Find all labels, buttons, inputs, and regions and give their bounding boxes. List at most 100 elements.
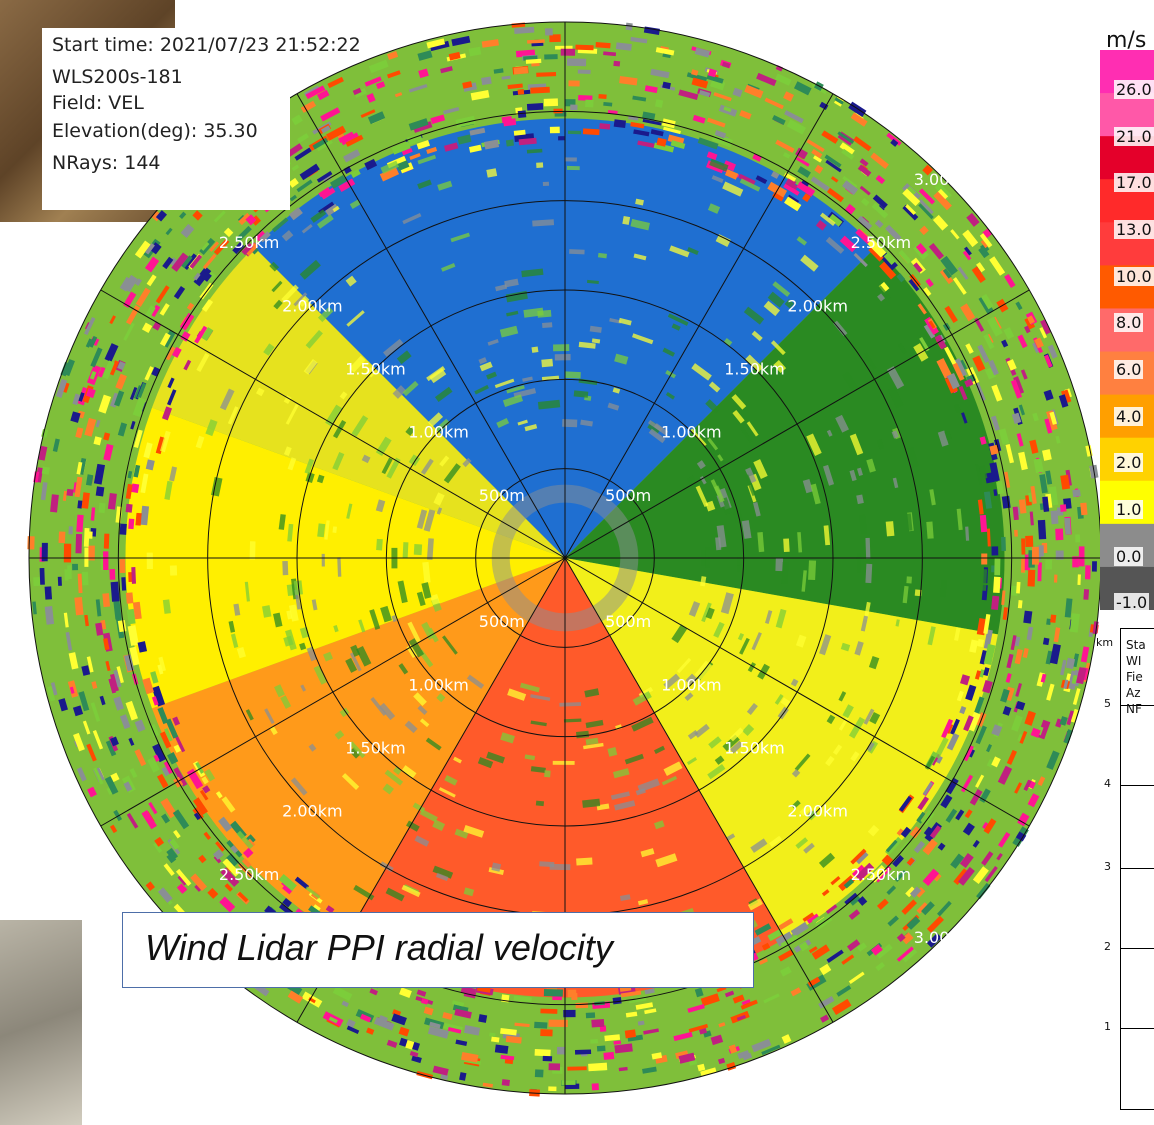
ppi-noise-cell — [133, 464, 141, 478]
ppi-mid-cell — [361, 454, 371, 464]
ppi-noise-cell — [967, 711, 981, 732]
ppi-noise-cell — [241, 858, 252, 868]
ppi-mid-cell — [566, 165, 580, 171]
ppi-mid-cell — [349, 355, 366, 373]
side-panel-gridline — [1120, 948, 1154, 949]
ppi-noise-cell — [826, 949, 844, 964]
ppi-mid-cell — [413, 543, 423, 556]
ppi-noise-cell — [699, 89, 711, 98]
ppi-noise-cell — [123, 322, 135, 341]
ppi-mid-cell — [857, 467, 863, 476]
ppi-noise-cell — [163, 761, 174, 774]
ppi-noise-cell — [723, 106, 732, 113]
ppi-noise-cell — [104, 776, 119, 795]
ppi-mid-cell — [162, 599, 171, 614]
ppi-mid-cell — [597, 252, 607, 259]
ppi-mid-cell — [763, 300, 781, 317]
ppi-noise-cell — [599, 1025, 607, 1032]
ppi-mid-cell — [507, 688, 527, 701]
ppi-noise-cell — [398, 1026, 410, 1037]
ppi-noise-cell — [225, 853, 240, 868]
ppi-noise-cell — [875, 962, 886, 971]
ppi-mid-cell — [204, 768, 216, 782]
ppi-noise-cell — [700, 1067, 717, 1077]
ppi-mid-cell — [573, 390, 589, 398]
ppi-noise-cell — [386, 1039, 398, 1049]
ppi-mid-cell — [325, 404, 343, 427]
ppi-noise-cell — [85, 338, 93, 348]
ppi-noise-cell — [294, 147, 312, 161]
ppi-mid-cell — [701, 602, 712, 623]
ppi-noise-cell — [325, 203, 339, 216]
ppi-noise-cell — [189, 254, 203, 269]
ppi-mid-cell — [496, 417, 510, 428]
ppi-noise-cell — [153, 754, 160, 762]
ppi-noise-cell — [991, 756, 1001, 768]
ppi-noise-cell — [491, 1036, 500, 1043]
ppi-mid-cell — [228, 620, 236, 633]
ppi-noise-cell — [140, 473, 149, 494]
ppi-noise-cell — [979, 514, 988, 533]
ppi-noise-cell — [981, 851, 994, 866]
ppi-mid-cell — [745, 467, 757, 484]
ppi-noise-cell — [923, 287, 932, 297]
ppi-mid-cell — [517, 419, 528, 426]
ppi-noise-cell — [1070, 708, 1079, 723]
ppi-noise-cell — [202, 785, 211, 794]
ppi-noise-cell — [591, 1018, 605, 1028]
ppi-mid-cell — [313, 665, 327, 685]
ppi-mid-cell — [691, 363, 712, 381]
ppi-mid-cell — [576, 857, 593, 866]
ppi-noise-cell — [971, 266, 986, 283]
ppi-noise-cell — [870, 944, 883, 956]
ppi-noise-cell — [977, 638, 985, 648]
ppi-mid-cell — [376, 538, 383, 551]
ppi-mid-cell — [427, 412, 444, 428]
ppi-mid-cell — [506, 385, 525, 394]
ppi-noise-cell — [1043, 389, 1054, 401]
ppi-noise-cell — [171, 252, 189, 272]
ppi-noise-cell — [52, 438, 60, 453]
ppi-noise-cell — [144, 256, 160, 273]
ppi-noise-cell — [145, 459, 155, 471]
ppi-mid-cell — [494, 378, 515, 389]
ppi-noise-cell — [316, 89, 330, 101]
ppi-noise-cell — [540, 1029, 553, 1037]
ppi-noise-cell — [962, 229, 979, 248]
ppi-noise-cell — [896, 828, 904, 836]
ppi-noise-cell — [87, 786, 97, 798]
ppi-noise-cell — [198, 854, 207, 864]
ring-label: 1.50km — [724, 739, 784, 758]
ppi-noise-cell — [72, 393, 81, 406]
ppi-noise-cell — [289, 194, 298, 202]
ppi-noise-cell — [387, 51, 399, 60]
ppi-noise-cell — [237, 891, 249, 903]
ppi-noise-cell — [514, 26, 535, 35]
ppi-mid-cell — [345, 657, 358, 673]
ppi-noise-cell — [1002, 607, 1008, 620]
ppi-noise-cell — [145, 881, 155, 891]
ppi-noise-cell — [1027, 315, 1035, 325]
ppi-noise-cell — [440, 66, 453, 74]
ppi-noise-cell — [416, 139, 431, 150]
ppi-noise-cell — [426, 146, 438, 154]
ppi-mid-cell — [419, 718, 430, 728]
ppi-mid-cell — [750, 838, 768, 853]
ppi-mid-cell — [926, 521, 934, 539]
ppi-noise-cell — [443, 142, 459, 152]
ppi-mid-cell — [637, 899, 649, 906]
ppi-noise-cell — [141, 322, 153, 333]
ppi-noise-cell — [972, 839, 980, 848]
ppi-mid-cell — [772, 281, 791, 297]
ppi-noise-cell — [455, 1039, 468, 1047]
ppi-mid-cell — [607, 402, 620, 411]
ppi-noise-cell — [808, 946, 818, 954]
ppi-noise-cell — [624, 1029, 637, 1039]
ppi-noise-cell — [98, 366, 106, 378]
ppi-noise-cell — [961, 412, 968, 424]
ppi-mid-cell — [868, 656, 880, 670]
ppi-noise-cell — [740, 999, 758, 1010]
ppi-mid-cell — [308, 743, 317, 752]
ppi-noise-cell — [900, 826, 912, 838]
